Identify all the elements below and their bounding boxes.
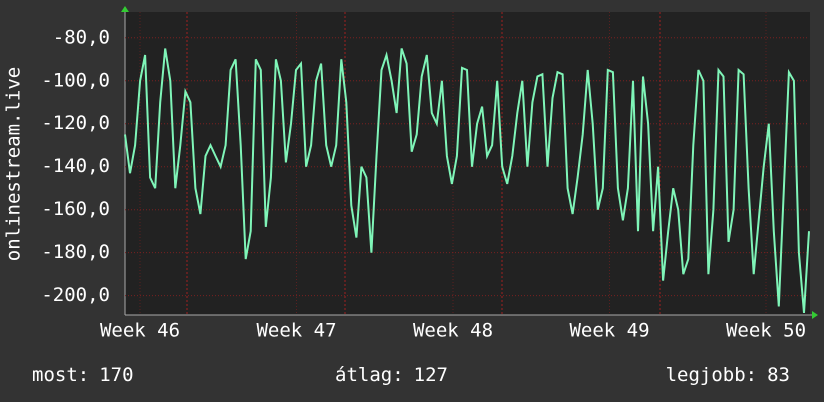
y-tick-label: -80,0 bbox=[53, 26, 110, 48]
y-tick-label: -120,0 bbox=[41, 112, 110, 134]
y-tick-label: -140,0 bbox=[41, 155, 110, 177]
y-tick-label: -180,0 bbox=[41, 241, 110, 263]
x-tick-label: Week 50 bbox=[726, 320, 806, 342]
stat-value: 127 bbox=[414, 364, 448, 386]
stat-label: legjobb: bbox=[666, 364, 758, 386]
plot-area bbox=[125, 12, 810, 315]
y-tick-label: -200,0 bbox=[41, 284, 110, 306]
stat-value: 170 bbox=[99, 364, 133, 386]
x-tick-label: Week 48 bbox=[413, 320, 493, 342]
stat-label: most: bbox=[32, 364, 89, 386]
stat: átlag: 127 bbox=[335, 364, 448, 386]
stat-value: 83 bbox=[767, 364, 790, 386]
stat-label: átlag: bbox=[335, 364, 404, 386]
y-arrow bbox=[121, 6, 129, 12]
y-tick-label: -160,0 bbox=[41, 198, 110, 220]
data-line bbox=[124, 48, 810, 313]
x-tick-label: Week 46 bbox=[100, 320, 180, 342]
y-axis-title: onlinestream.live bbox=[3, 67, 25, 261]
stat: legjobb: 83 bbox=[666, 364, 790, 386]
y-tick-label: -100,0 bbox=[41, 69, 110, 91]
stat: most: 170 bbox=[32, 364, 134, 386]
x-arrow bbox=[812, 311, 818, 319]
x-tick-label: Week 49 bbox=[569, 320, 649, 342]
x-tick-label: Week 47 bbox=[256, 320, 336, 342]
